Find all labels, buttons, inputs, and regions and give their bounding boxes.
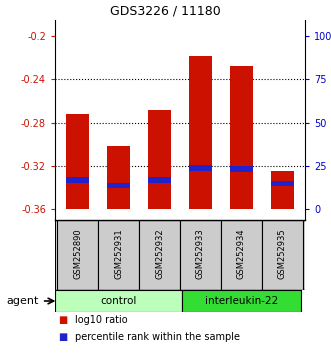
Bar xyxy=(189,56,212,209)
Bar xyxy=(148,177,171,183)
Bar xyxy=(189,165,212,171)
Bar xyxy=(180,220,221,290)
Bar xyxy=(55,290,182,312)
Bar xyxy=(182,290,301,312)
Bar xyxy=(66,114,89,209)
Text: GSM252890: GSM252890 xyxy=(73,228,82,279)
Bar xyxy=(271,181,294,186)
Text: GDS3226 / 11180: GDS3226 / 11180 xyxy=(110,5,221,18)
Text: ■: ■ xyxy=(58,332,68,342)
Bar xyxy=(262,220,303,290)
Bar xyxy=(221,220,262,290)
Text: GSM252934: GSM252934 xyxy=(237,228,246,279)
Text: interleukin-22: interleukin-22 xyxy=(205,296,278,306)
Text: GSM252935: GSM252935 xyxy=(278,228,287,279)
Text: log10 ratio: log10 ratio xyxy=(75,315,127,325)
Text: ■: ■ xyxy=(58,315,68,325)
Bar xyxy=(139,220,180,290)
Text: GSM252932: GSM252932 xyxy=(155,228,164,279)
Text: agent: agent xyxy=(7,296,39,306)
Bar xyxy=(230,166,253,172)
Bar xyxy=(148,110,171,209)
Text: GSM252933: GSM252933 xyxy=(196,228,205,279)
Text: percentile rank within the sample: percentile rank within the sample xyxy=(75,332,240,342)
Bar xyxy=(57,220,98,290)
Text: control: control xyxy=(100,296,137,306)
Bar xyxy=(107,147,130,209)
Bar xyxy=(107,183,130,188)
Bar xyxy=(66,177,89,183)
Bar xyxy=(98,220,139,290)
Bar xyxy=(271,171,294,209)
Bar xyxy=(230,67,253,209)
Text: GSM252931: GSM252931 xyxy=(114,228,123,279)
